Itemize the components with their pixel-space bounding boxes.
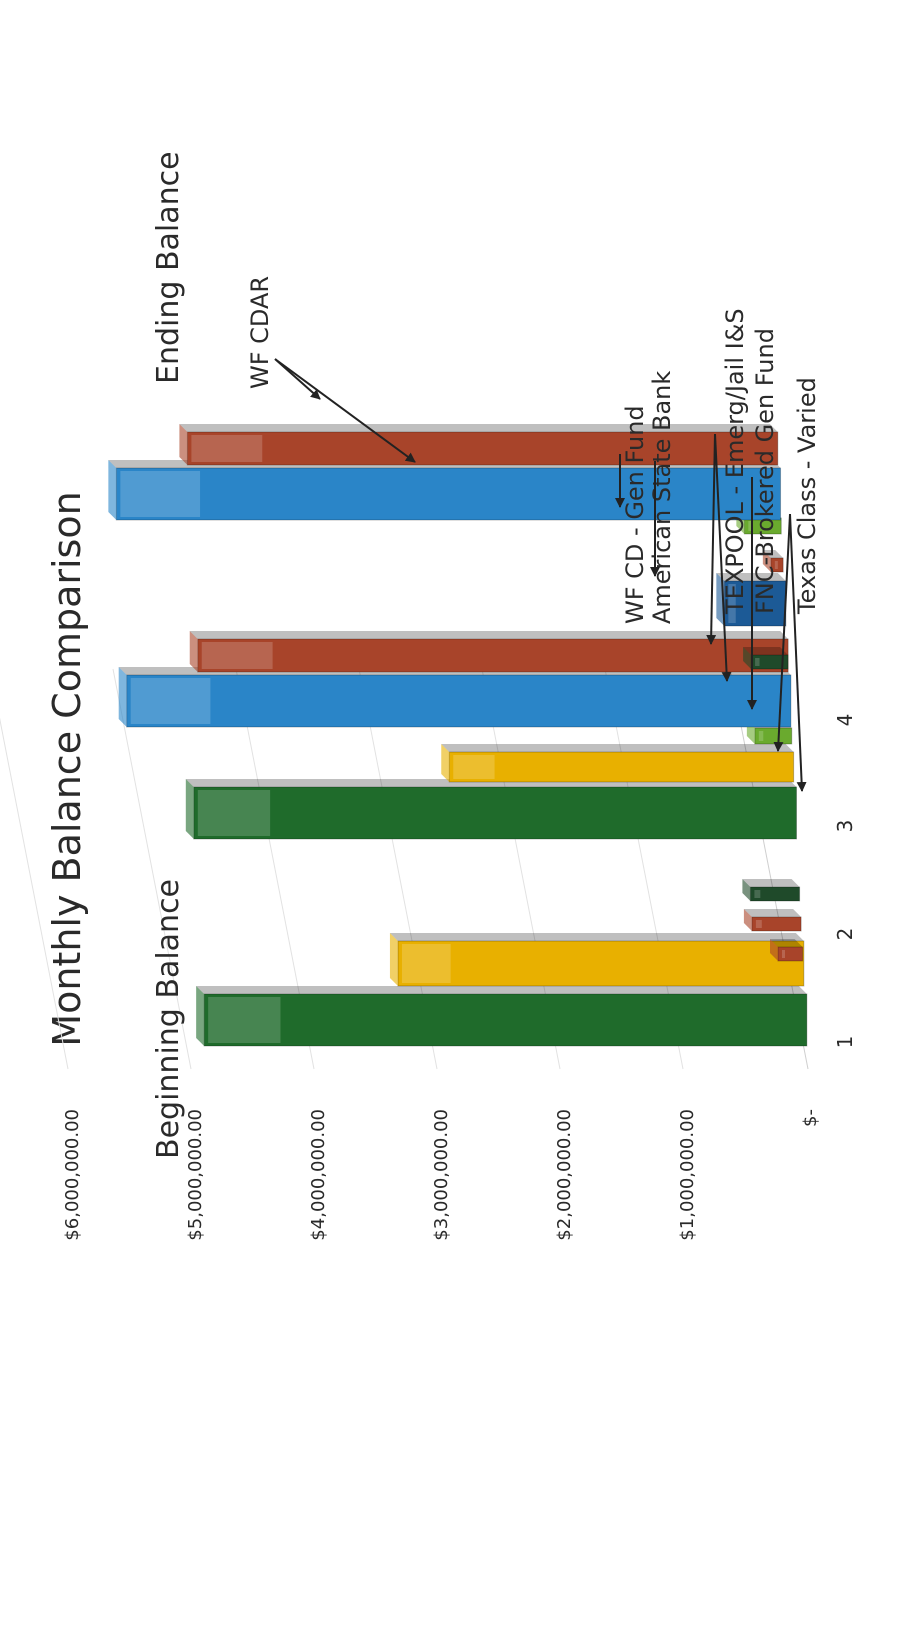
- bar-beginning-6-top: [185, 779, 194, 839]
- bar-beginning-1-top: [196, 986, 205, 1046]
- x-axis-tick-labels: 1 2 3 4: [833, 714, 857, 1049]
- series-label-wf-cdar: WF CDAR: [246, 276, 274, 389]
- bar-ending-3-shine: [728, 584, 736, 623]
- annotation-arrows: [274, 358, 807, 792]
- bar-ending-6-shine: [191, 435, 263, 462]
- bar-beginning-9-shine: [130, 678, 211, 724]
- series-label-wf-cd-gen-fund: WF CD - Gen Fund: [621, 405, 649, 624]
- series-label-texpool: TEXPOOL - Emerg/Jail I&S: [721, 308, 749, 615]
- y-tick-label: $4,000,000.00: [308, 1109, 329, 1241]
- bar-beginning-2-top: [389, 933, 398, 986]
- y-tick-label: $-: [800, 1109, 821, 1127]
- bar-ending-5-front: [115, 467, 782, 521]
- bar-beginning-9: [118, 667, 792, 728]
- arrow-texas-class-b: [789, 513, 807, 792]
- bar-beginning-5-shine: [754, 890, 761, 898]
- bar-ending-4-shine: [755, 658, 760, 666]
- bar-ending-5-top: [108, 460, 117, 520]
- bar-ending-2-shine: [774, 561, 778, 569]
- x-tick-label: 1: [833, 1036, 857, 1049]
- bar-beginning-2-side: [389, 933, 804, 941]
- series-label-american-state-bank: American State Bank: [648, 371, 676, 624]
- bar-ending-4-side: [743, 647, 788, 655]
- bar-beginning-5-side: [742, 879, 800, 887]
- bar-beginning-4: [743, 909, 802, 932]
- bar-beginning-10-top: [189, 631, 198, 672]
- arrow-wf-cdar-blue: [274, 358, 416, 463]
- bar-beginning-6-front: [193, 786, 798, 840]
- bar-beginning-7: [441, 744, 795, 783]
- bar-ending-5: [108, 460, 782, 521]
- bar-beginning-1: [196, 986, 808, 1047]
- bar-beginning-10: [189, 631, 789, 673]
- bar-ending-2-top: [762, 550, 771, 572]
- bar-beginning-4-top: [743, 909, 752, 931]
- bar-beginning-1-shine: [208, 997, 281, 1043]
- bar-beginning-1-front: [203, 993, 808, 1047]
- bar-ending-6: [179, 424, 779, 466]
- bar-ending-4-top: [743, 647, 752, 669]
- bar-beginning-8-shine: [758, 731, 764, 741]
- bar-ending-4: [743, 647, 789, 670]
- bar-beginning-10-front: [197, 638, 789, 673]
- group-label-beginning-balance: Beginning Balance: [151, 879, 186, 1159]
- arrow-texas-class-a: [773, 513, 791, 752]
- bar-beginning-5-top: [742, 879, 751, 901]
- y-tick-label: $6,000,000.00: [62, 1109, 83, 1241]
- bar-ending-5-shine: [120, 471, 201, 517]
- arrow-texpool-a: [706, 433, 717, 645]
- bar-beginning-6-shine: [197, 790, 271, 836]
- bar-beginning-3-top: [770, 939, 778, 961]
- bar-beginning-9-top: [118, 667, 127, 727]
- bar-beginning-7-side: [441, 744, 794, 752]
- bar-beginning-2: [389, 933, 805, 987]
- bar-beginning-1-side: [196, 986, 807, 994]
- bar-beginning-3-front: [777, 946, 804, 962]
- gridline: [0, 668, 69, 1070]
- gridline: [112, 668, 192, 1070]
- x-tick-label: 3: [833, 820, 857, 833]
- y-tick-label: $3,000,000.00: [431, 1109, 452, 1241]
- bar-beginning-3-shine: [782, 950, 785, 958]
- bar-beginning-4-side: [743, 909, 802, 917]
- bar-beginning-10-shine: [201, 642, 273, 669]
- series-label-fnc-brokered: FNC-Brokered Gen Fund: [751, 328, 779, 614]
- bar-ending-2-side: [762, 550, 784, 558]
- group-label-ending-balance: Ending Balance: [151, 151, 186, 384]
- bar-ending-6-side: [179, 424, 778, 432]
- bar-beginning-7-front: [448, 751, 795, 783]
- chart-title: Monthly Balance Comparison: [45, 491, 89, 1046]
- y-tick-label: $5,000,000.00: [185, 1109, 206, 1241]
- y-tick-label: $2,000,000.00: [554, 1109, 575, 1241]
- bar-beginning-3: [770, 939, 804, 962]
- bar-beginning-10-side: [189, 631, 789, 639]
- bar-beginning-4-shine: [755, 920, 762, 928]
- bar-beginning-7-shine: [453, 755, 495, 779]
- bar-beginning-9-front: [126, 674, 792, 728]
- bar-beginning-7-top: [441, 744, 450, 782]
- bars-group: [108, 424, 808, 1047]
- bar-beginning-2-front: [397, 940, 805, 987]
- bar-beginning-2-shine: [401, 944, 451, 983]
- series-label-texas-class: Texas Class - Varied: [793, 377, 821, 615]
- y-axis-tick-labels: $- $1,000,000.00 $2,000,000.00 $3,000,000.0…: [62, 1109, 821, 1241]
- bar-ending-2: [762, 550, 784, 573]
- bar-beginning-6: [185, 779, 798, 840]
- arrow-texpool-b: [714, 433, 732, 682]
- bar-ending-6-front: [186, 431, 779, 466]
- bar-ending-6-top: [179, 424, 188, 465]
- bar-beginning-5: [742, 879, 801, 902]
- x-tick-label: 2: [833, 928, 857, 941]
- y-tick-label: $1,000,000.00: [677, 1109, 698, 1241]
- bar-beginning-3-side: [770, 939, 803, 947]
- x-tick-label: 4: [833, 714, 857, 727]
- gridlines: [0, 668, 809, 1070]
